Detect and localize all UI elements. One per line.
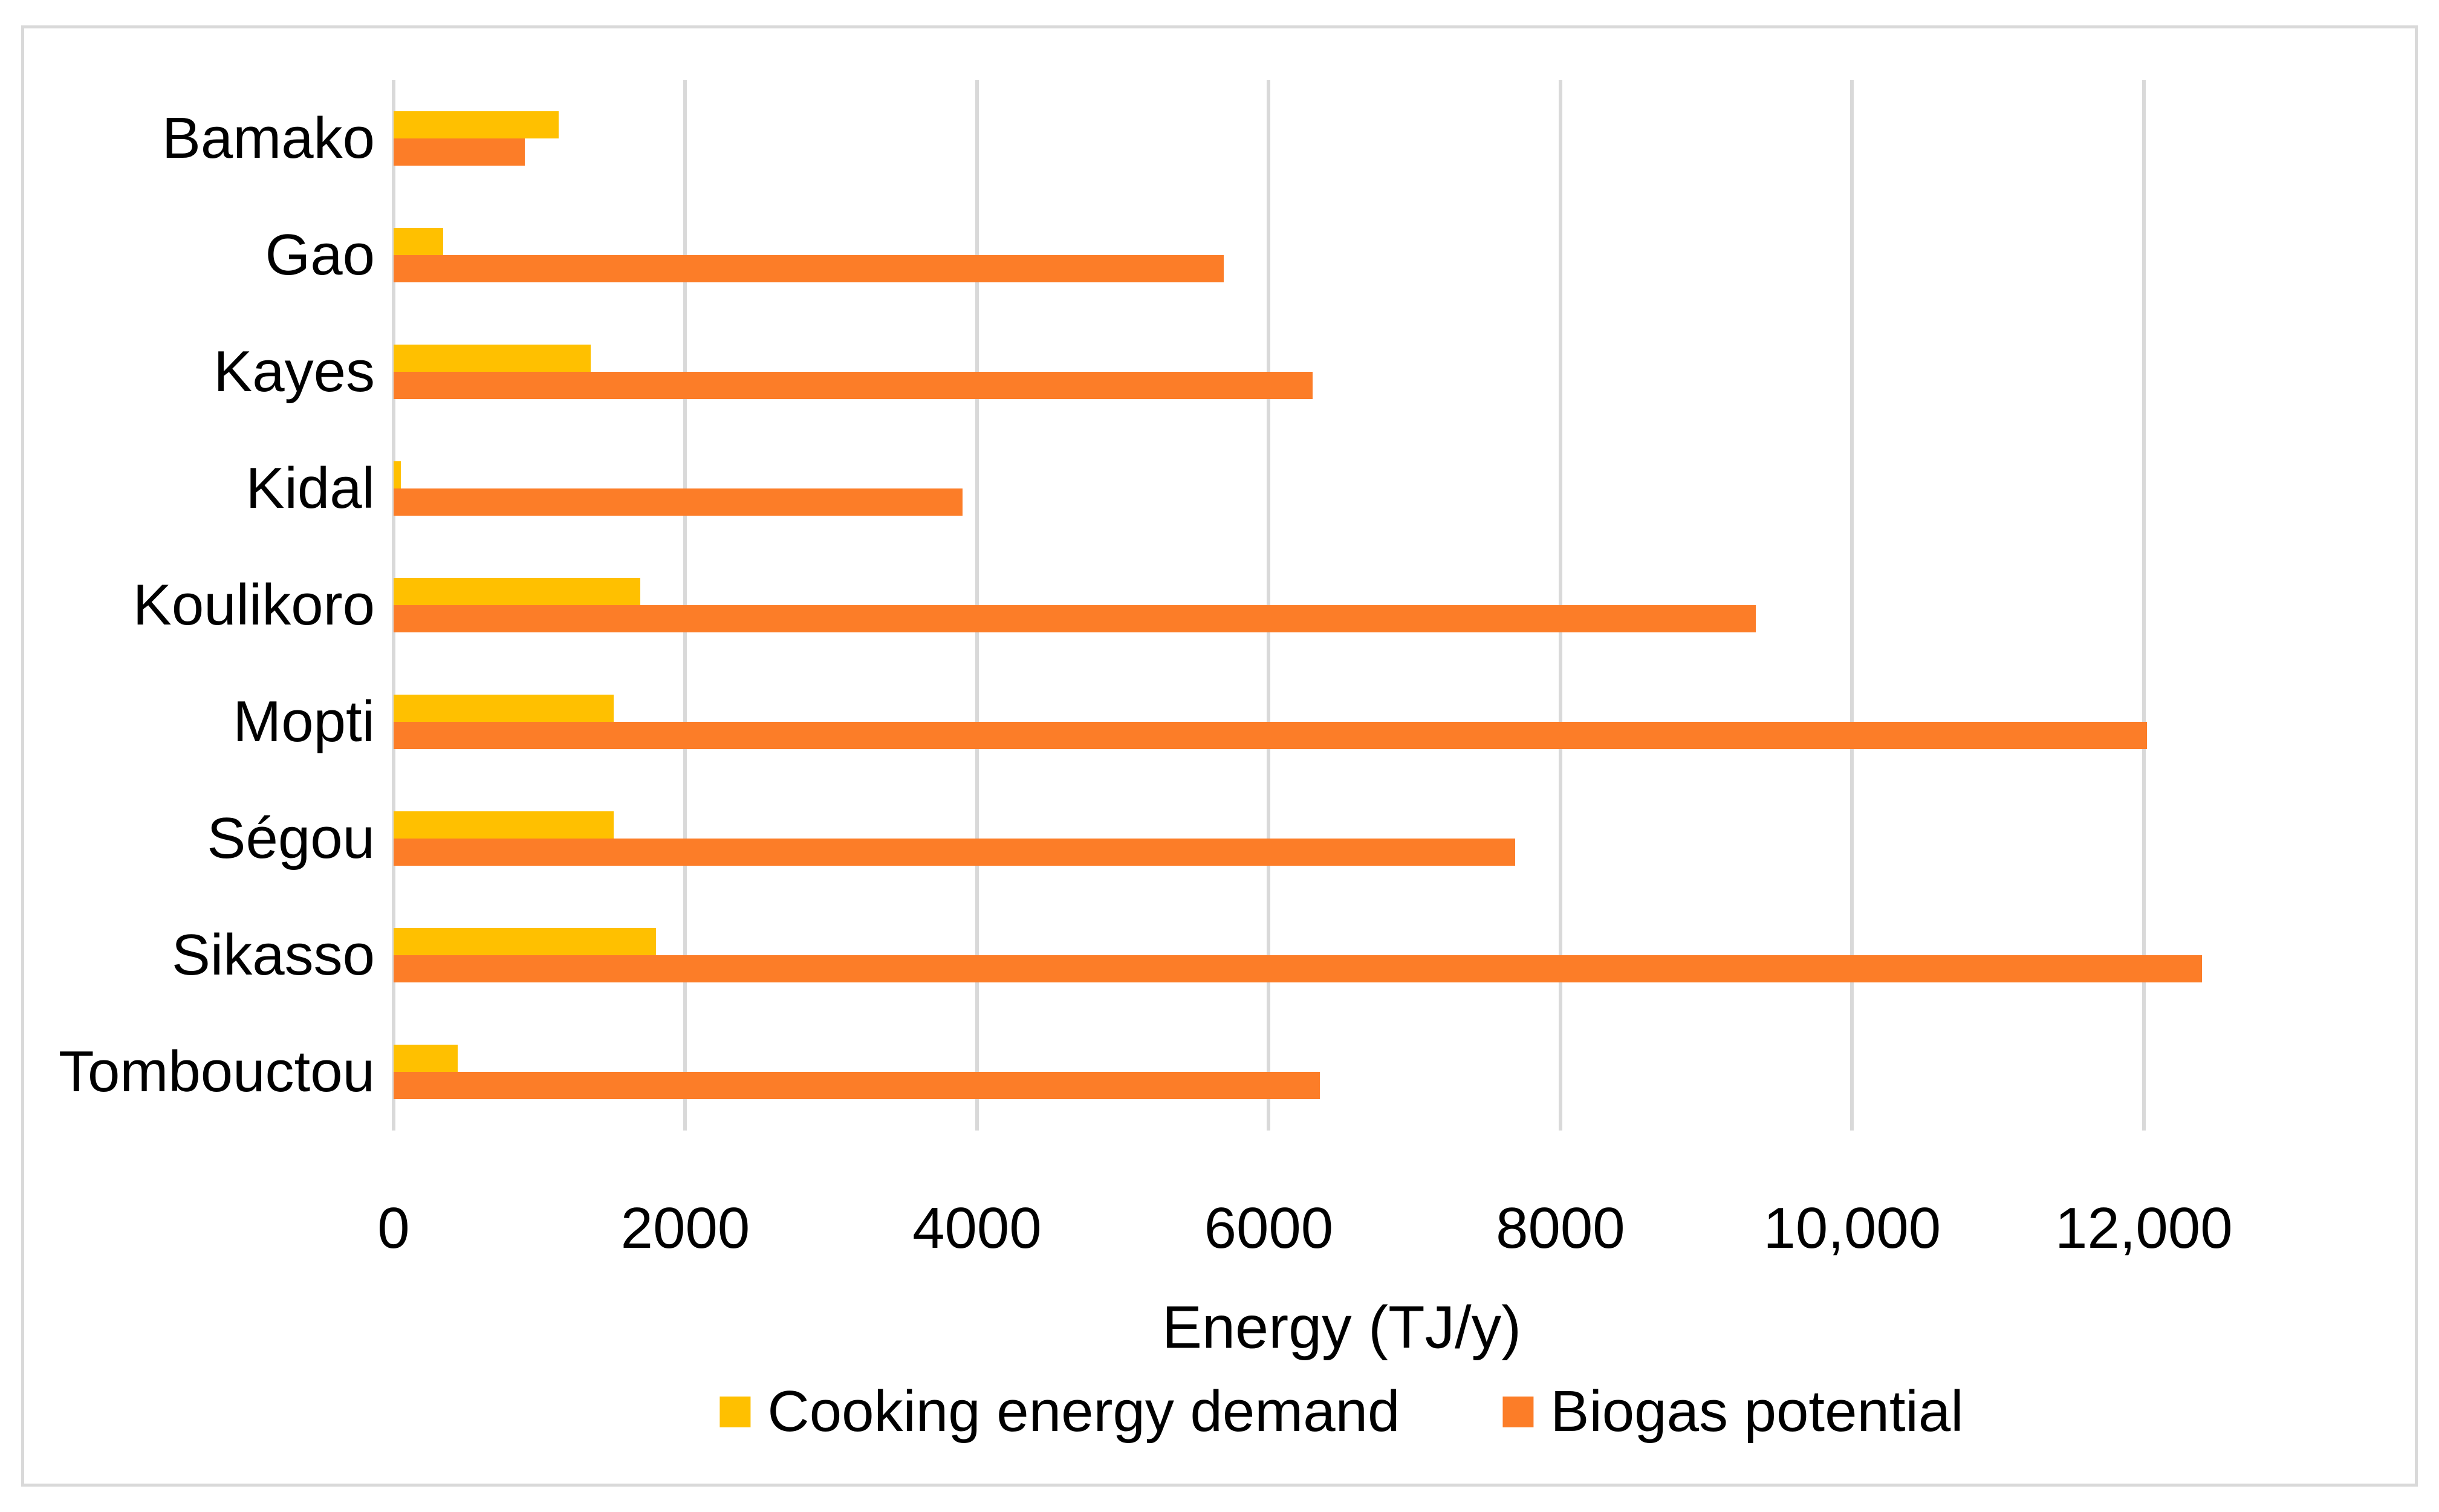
bar-biogas-koulikoro (394, 605, 1756, 632)
category-band (394, 780, 2290, 897)
category-band (394, 430, 2290, 547)
bar-cooking-kidal (394, 461, 401, 488)
category-band (394, 80, 2290, 196)
bar-cooking-ségou (394, 811, 614, 839)
gridline (1850, 80, 1854, 1131)
category-band (394, 547, 2290, 663)
bar-cooking-kayes (394, 344, 591, 372)
bar-cooking-sikasso (394, 928, 657, 956)
bar-biogas-kidal (394, 488, 963, 516)
category-band (394, 897, 2290, 1014)
bar-biogas-ségou (394, 839, 1516, 866)
x-axis-title: Energy (TJ/y) (1161, 1293, 1522, 1361)
plot-area (392, 80, 2290, 1131)
bar-biogas-tombouctou (394, 1072, 1320, 1100)
bar-biogas-gao (394, 255, 1224, 282)
legend-label-biogas-potential: Biogas potential (1550, 1379, 1964, 1444)
category-band (394, 313, 2290, 430)
bar-cooking-koulikoro (394, 577, 640, 605)
category-label-koulikoro: Koulikoro (132, 573, 375, 637)
category-label-sikasso: Sikasso (171, 923, 375, 988)
bar-cooking-mopti (394, 695, 614, 722)
category-label-bamako: Bamako (161, 105, 375, 170)
legend-swatch-cooking-energy-demand-icon (719, 1396, 751, 1427)
category-label-gao: Gao (265, 222, 375, 287)
bar-biogas-sikasso (394, 955, 2203, 983)
legend-item-cooking-energy-demand: Cooking energy demand (719, 1383, 1400, 1441)
bar-cooking-tombouctou (394, 1045, 458, 1072)
category-label-ségou: Ségou (207, 806, 375, 871)
category-label-kidal: Kidal (245, 455, 375, 521)
legend-item-biogas-potential: Biogas potential (1502, 1379, 1964, 1444)
gridline (2142, 80, 2146, 1131)
category-band (394, 196, 2290, 313)
category-band (394, 664, 2290, 780)
legend: Cooking energy demand Biogas potential (719, 1379, 1964, 1444)
bar-cooking-bamako (394, 111, 559, 138)
legend-swatch-biogas-potential-icon (1502, 1396, 1534, 1427)
category-band (394, 1014, 2290, 1131)
category-label-tombouctou: Tombouctou (59, 1039, 375, 1105)
bar-biogas-bamako (394, 138, 525, 166)
category-label-kayes: Kayes (213, 339, 375, 404)
bar-biogas-mopti (394, 722, 2147, 750)
bar-cooking-gao (394, 227, 444, 255)
category-label-mopti: Mopti (233, 689, 375, 754)
chart-border (21, 25, 2418, 1487)
bar-biogas-kayes (394, 371, 1313, 399)
category-axis: Bamako Gao Kayes Kidal Koulikoro Mopti Ségou Si… (0, 80, 375, 1131)
legend-label-cooking-energy-demand: Cooking energy demand (767, 1379, 1400, 1444)
